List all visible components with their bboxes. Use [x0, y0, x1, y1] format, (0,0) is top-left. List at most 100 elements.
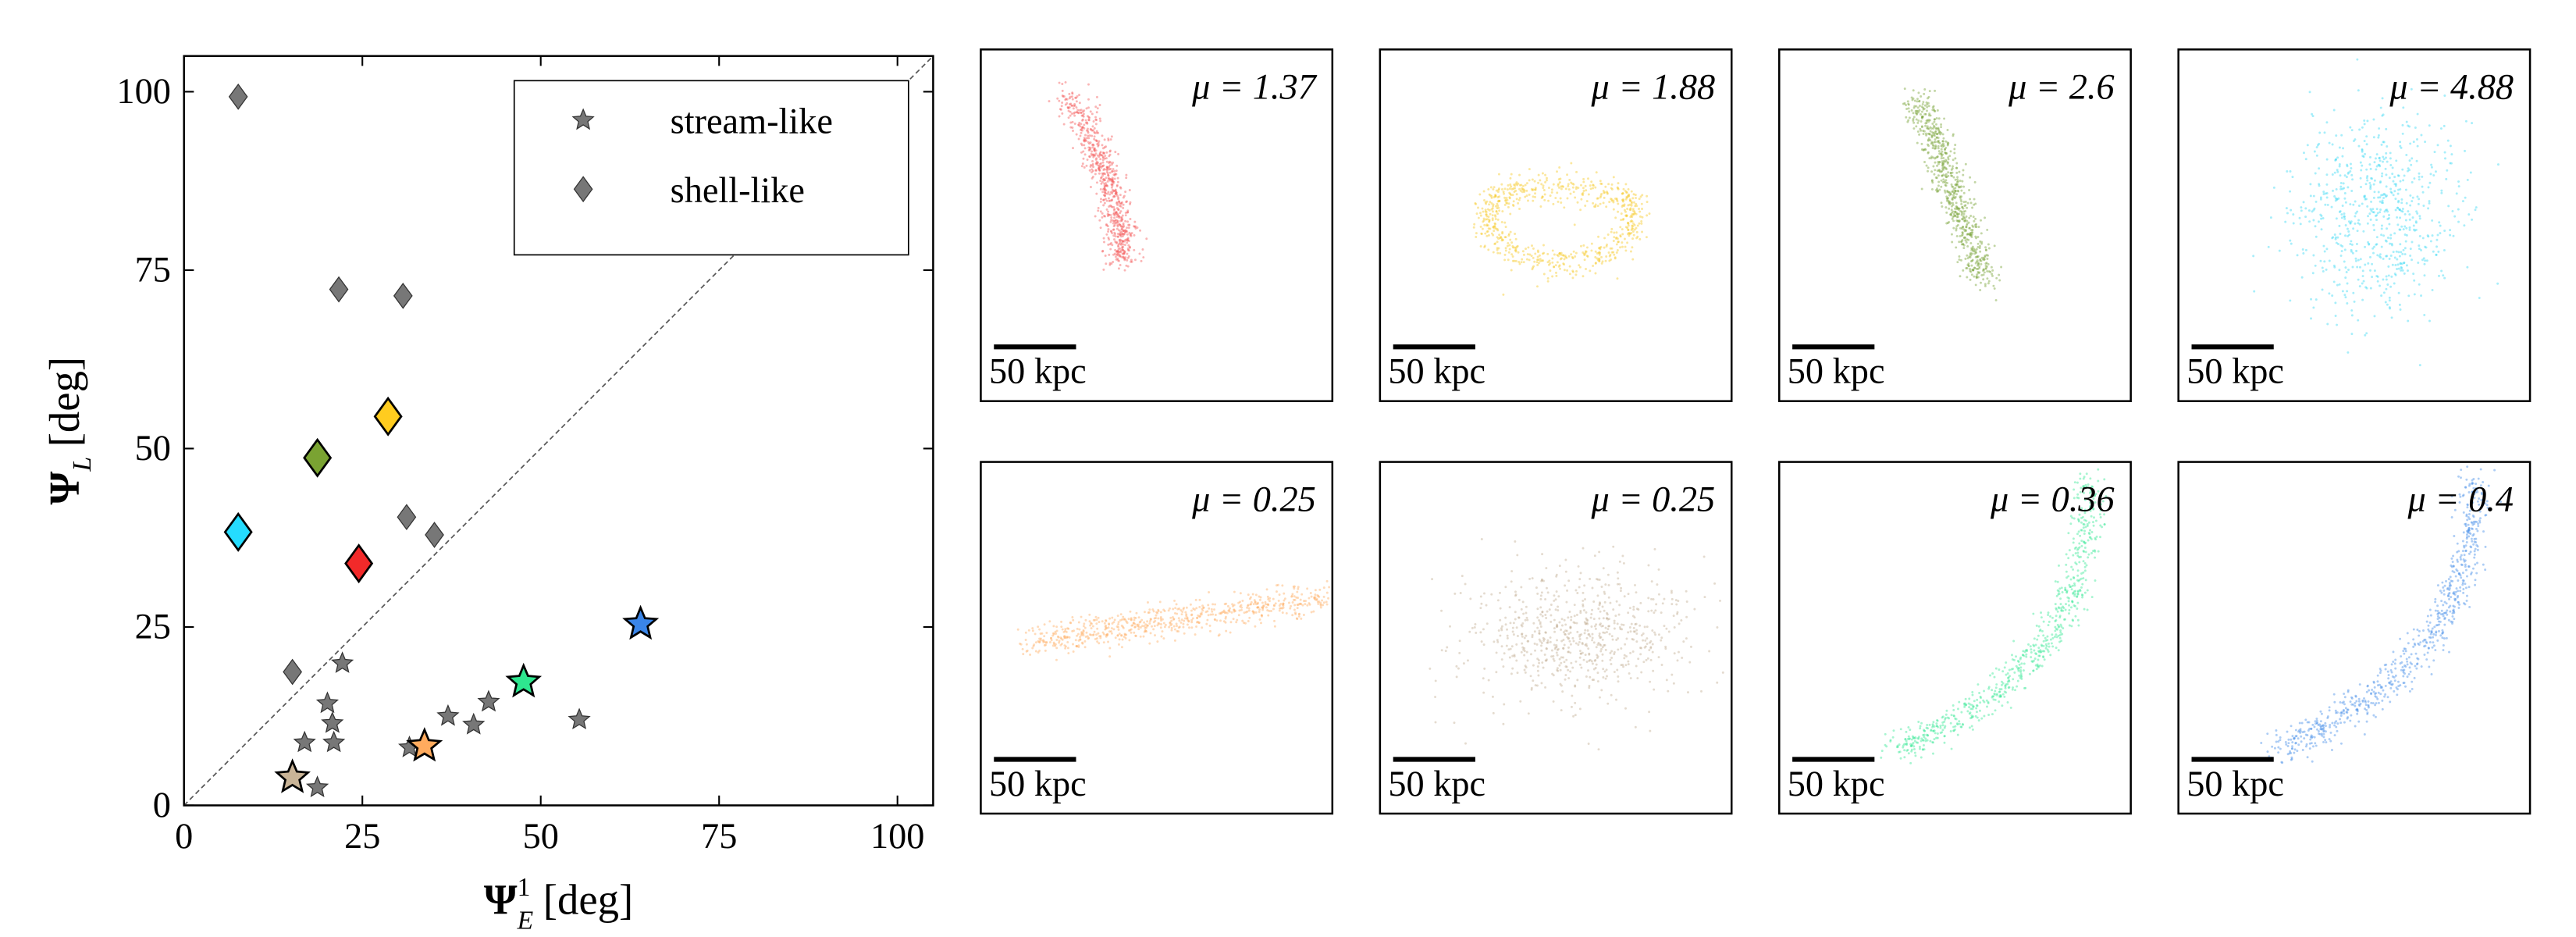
particle	[1145, 237, 1148, 240]
particle	[1211, 610, 1214, 613]
particle	[1564, 623, 1567, 626]
particle	[1071, 98, 1074, 101]
particle	[2014, 689, 2016, 692]
particle	[1488, 208, 1491, 212]
particle	[1157, 608, 1160, 611]
particle	[2387, 265, 2390, 268]
particle	[1098, 169, 1101, 172]
particle	[2073, 582, 2076, 585]
particle	[1129, 233, 1132, 236]
particle	[1101, 212, 1104, 215]
particle	[1213, 608, 1215, 611]
particle	[1627, 204, 1630, 207]
particle	[2310, 297, 2313, 301]
particle	[1990, 265, 1993, 269]
particle	[1490, 194, 1493, 198]
particle	[1975, 251, 1978, 255]
particle	[1510, 185, 1513, 188]
particle	[1308, 603, 1311, 606]
particle	[2399, 243, 2402, 246]
particle	[1317, 602, 1320, 605]
particle	[1130, 258, 1133, 262]
particle	[1119, 618, 1122, 622]
particle	[1092, 144, 1095, 147]
particle	[2332, 109, 2336, 112]
particle	[1954, 144, 1957, 147]
particle	[1033, 643, 1036, 647]
particle	[2380, 227, 2383, 230]
particle	[1103, 240, 1105, 244]
particle	[1041, 632, 1044, 635]
particle	[1523, 654, 1526, 657]
particle	[1585, 617, 1588, 620]
particle	[1151, 625, 1154, 628]
particle	[1215, 619, 1219, 622]
particle	[1638, 237, 1642, 240]
particle	[1979, 258, 1982, 261]
particle	[1597, 235, 1600, 238]
particle	[1931, 147, 1934, 150]
particle	[1073, 122, 1076, 125]
particle	[1986, 277, 1989, 280]
particle	[1056, 97, 1059, 100]
particle	[2384, 301, 2387, 304]
particle	[2407, 269, 2409, 273]
particle	[1079, 638, 1082, 641]
particle	[2409, 248, 2412, 251]
particle	[1111, 170, 1114, 173]
particle	[1976, 235, 1980, 238]
particle	[1949, 150, 1952, 153]
particle	[1660, 636, 1663, 640]
particle	[1059, 108, 1062, 111]
particle	[1156, 640, 1159, 643]
particle	[1121, 638, 1124, 641]
particle	[1094, 116, 1098, 119]
particle	[2400, 262, 2403, 265]
particle	[1632, 605, 1635, 608]
particle	[1093, 147, 1096, 150]
particle	[1429, 667, 1432, 670]
particle	[1507, 183, 1510, 187]
particle	[1168, 625, 1171, 629]
particle	[1635, 629, 1638, 632]
particle	[1128, 245, 1131, 248]
particle	[1180, 613, 1183, 616]
particle	[1555, 651, 1558, 654]
particle	[2320, 228, 2323, 231]
particle	[1241, 619, 1244, 622]
particle	[1297, 586, 1300, 589]
particle	[1108, 213, 1111, 216]
particle	[2452, 234, 2455, 237]
particle	[1638, 198, 1641, 201]
particle	[1954, 195, 1957, 198]
particle	[2397, 267, 2400, 270]
particle	[2080, 572, 2083, 575]
particle	[2367, 240, 2370, 244]
particle	[1525, 616, 1528, 619]
particle	[1272, 597, 1275, 600]
particle	[1514, 248, 1517, 251]
particle	[1502, 665, 1505, 668]
particle	[2380, 233, 2383, 237]
particle	[2082, 526, 2085, 529]
particle	[1104, 155, 1107, 157]
particle	[2435, 245, 2439, 248]
particle	[1557, 183, 1560, 186]
particle	[1936, 155, 1939, 159]
particle	[1524, 195, 1527, 198]
particle	[1087, 98, 1090, 101]
particle	[1959, 186, 1962, 189]
particle	[1614, 615, 1617, 618]
particle	[1986, 228, 1989, 231]
particle	[1632, 212, 1635, 216]
particle	[2357, 205, 2361, 207]
particle	[1585, 268, 1588, 270]
particle	[1557, 647, 1560, 650]
particle	[2079, 534, 2082, 537]
particle	[1500, 239, 1503, 242]
particle	[1594, 627, 1597, 630]
particle	[1944, 159, 1948, 162]
particle	[1508, 248, 1511, 251]
particle	[2346, 302, 2349, 305]
particle	[1947, 141, 1950, 144]
